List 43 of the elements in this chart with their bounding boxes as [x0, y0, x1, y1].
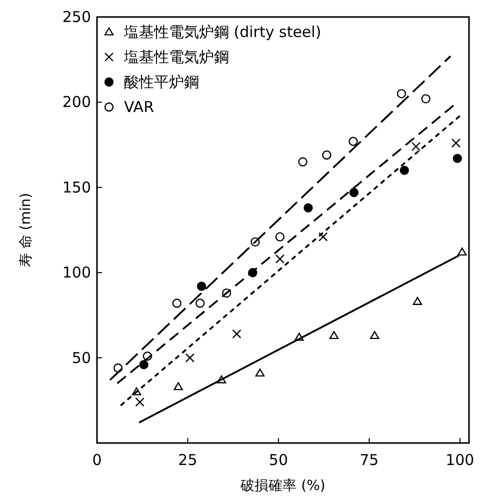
- point: [322, 150, 332, 160]
- point: [349, 188, 359, 198]
- point: [196, 282, 206, 291]
- point: [185, 353, 195, 362]
- point: [452, 154, 462, 164]
- x-tick-label: 75: [360, 451, 379, 469]
- point: [411, 142, 421, 152]
- legend-label: 塩基性電気炉鋼 (dirty steel): [123, 23, 322, 41]
- point: [400, 166, 409, 175]
- point: [396, 89, 406, 98]
- point: [412, 296, 422, 305]
- y-tick-label: 150: [62, 178, 91, 196]
- point: [370, 331, 380, 340]
- point: [451, 138, 461, 148]
- point: [348, 136, 358, 146]
- point: [421, 94, 430, 104]
- point: [318, 232, 328, 242]
- point: [275, 232, 285, 242]
- y-tick-label: 200: [62, 93, 91, 112]
- point: [255, 368, 265, 377]
- point: [298, 157, 308, 166]
- x-tick-label: 0: [92, 451, 102, 469]
- x-tick-label: 50: [268, 451, 288, 469]
- point: [174, 382, 183, 390]
- x-tick-label: 100: [446, 451, 474, 469]
- legend-label: 塩基性電気炉鋼: [123, 48, 229, 66]
- legend-label: VAR: [124, 98, 154, 116]
- point: [232, 329, 242, 339]
- point: [458, 248, 467, 256]
- point: [172, 298, 182, 308]
- x-axis-title: 破損確率 (%): [240, 478, 326, 494]
- y-tick-label: 50: [72, 348, 91, 367]
- y-tick-label: 250: [62, 8, 91, 26]
- point: [275, 254, 285, 264]
- point: [135, 398, 144, 407]
- legend-label: 酸性平炉鋼: [124, 73, 199, 91]
- x-tick-label: 25: [178, 451, 198, 469]
- point: [139, 360, 148, 370]
- y-tick-label: 100: [62, 264, 91, 282]
- point: [304, 203, 313, 212]
- y-axis-title: 寿 命 (min): [18, 192, 34, 268]
- point: [195, 298, 205, 308]
- point: [329, 331, 339, 340]
